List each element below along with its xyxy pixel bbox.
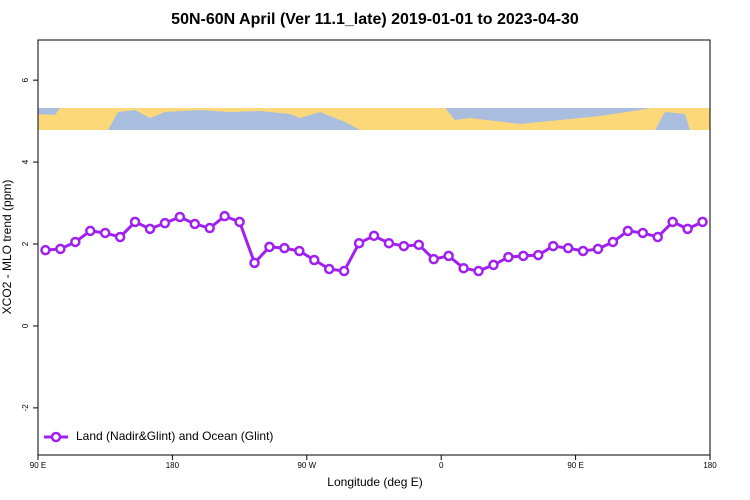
data-point xyxy=(338,265,350,277)
data-point xyxy=(249,257,260,269)
data-point xyxy=(547,240,559,252)
data-point xyxy=(129,216,141,228)
data-point xyxy=(607,236,619,248)
map-strip xyxy=(38,108,710,130)
data-point xyxy=(428,253,439,265)
data-point xyxy=(323,263,335,275)
data-point xyxy=(309,254,320,266)
data-point xyxy=(622,225,634,237)
data-point xyxy=(189,218,201,230)
legend-label: Land (Nadir&Glint) and Ocean (Glint) xyxy=(76,429,273,443)
x-tick-label: 180 xyxy=(703,461,717,470)
data-point xyxy=(368,230,380,242)
y-tick-label: 4 xyxy=(21,159,30,164)
data-point xyxy=(667,216,678,228)
data-point xyxy=(99,227,111,239)
x-axis-label: Longitude (deg E) xyxy=(327,475,422,489)
data-point xyxy=(637,227,649,239)
data-point xyxy=(294,245,305,257)
x-tick-label: 0 xyxy=(439,461,444,470)
data-point xyxy=(353,237,365,249)
y-tick-label: 0 xyxy=(21,323,30,328)
x-tick-label: 90 E xyxy=(567,461,583,470)
x-tick-label: 90 E xyxy=(30,461,46,470)
series-line xyxy=(45,214,704,273)
data-point xyxy=(473,265,484,277)
legend-marker xyxy=(50,431,62,443)
data-point xyxy=(682,223,693,235)
data-point xyxy=(488,259,499,271)
y-axis-label: XCO2 - MLO trend (ppm) xyxy=(0,180,14,315)
data-point xyxy=(697,216,708,228)
data-point xyxy=(652,231,663,243)
x-tick-label: 180 xyxy=(166,461,180,470)
data-point xyxy=(443,250,454,262)
data-point xyxy=(458,262,469,274)
data-point xyxy=(70,236,81,248)
data-point xyxy=(55,243,66,255)
data-point xyxy=(562,242,574,254)
data-point xyxy=(174,211,186,223)
y-tick-label: 2 xyxy=(21,241,30,246)
data-point xyxy=(114,231,126,243)
data-point xyxy=(234,216,245,228)
data-point xyxy=(279,242,290,254)
data-point xyxy=(204,222,215,234)
data-point xyxy=(503,251,514,263)
data-point xyxy=(398,240,410,252)
data-point xyxy=(144,223,156,235)
data-point xyxy=(383,237,395,249)
data-point xyxy=(592,243,604,255)
data-point xyxy=(40,244,51,256)
data-point xyxy=(518,250,529,262)
plot-frame xyxy=(37,39,711,456)
data-point xyxy=(264,241,275,253)
data-point xyxy=(413,239,425,251)
x-tick-label: 90 W xyxy=(297,461,316,470)
y-tick-label: -2 xyxy=(21,404,30,412)
data-point xyxy=(219,210,230,222)
data-point xyxy=(533,249,544,261)
chart-title: 50N-60N April (Ver 11.1_late) 2019-01-01… xyxy=(171,11,579,28)
y-tick-label: 6 xyxy=(21,77,30,82)
data-point xyxy=(85,225,96,237)
data-point xyxy=(577,245,589,257)
data-point xyxy=(159,217,171,229)
